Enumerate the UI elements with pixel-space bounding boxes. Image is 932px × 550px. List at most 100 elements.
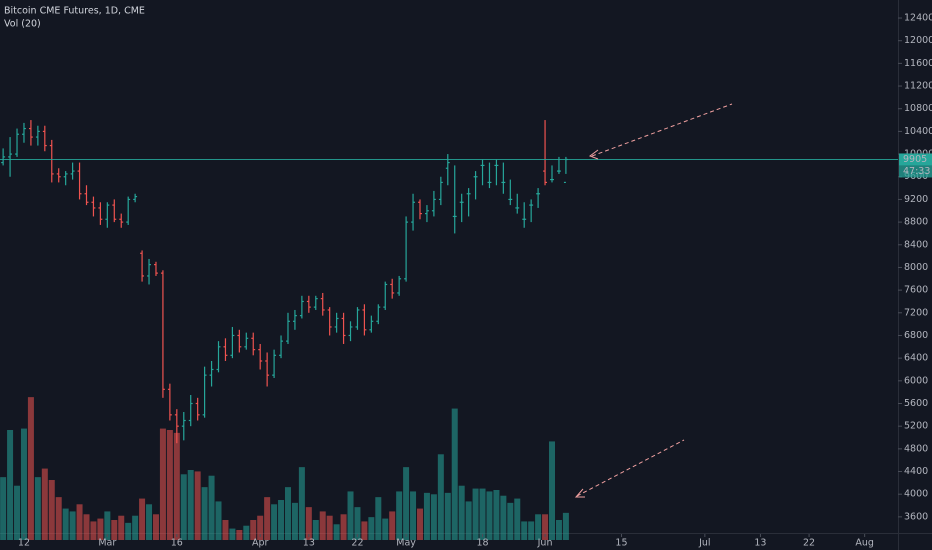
volume-bar bbox=[507, 502, 514, 540]
volume-bar bbox=[62, 508, 69, 540]
volume-bar bbox=[396, 491, 403, 540]
volume-bar bbox=[27, 397, 34, 540]
volume-bar bbox=[132, 515, 139, 540]
x-tick-label: 18 bbox=[476, 538, 488, 549]
y-tick-label: 9200 bbox=[904, 194, 928, 205]
y-tick-label: 8400 bbox=[904, 239, 928, 250]
volume-bar bbox=[514, 498, 521, 540]
volume-bar bbox=[250, 520, 257, 540]
last-price-box bbox=[899, 153, 932, 166]
x-tick-label: May bbox=[396, 538, 416, 549]
volume-bar bbox=[118, 515, 125, 540]
y-tick-label: 11600 bbox=[904, 58, 932, 69]
x-tick-label: 12 bbox=[18, 538, 30, 549]
volume-bar bbox=[48, 480, 55, 540]
y-tick-label: 11200 bbox=[904, 81, 932, 92]
volume-bar bbox=[215, 501, 222, 540]
volume-bar bbox=[173, 432, 180, 540]
volume-bar bbox=[7, 430, 14, 540]
chart-title: Bitcoin CME Futures, 1D, CME bbox=[4, 6, 145, 17]
volume-bar bbox=[416, 508, 423, 540]
volume-bar bbox=[83, 514, 90, 540]
volume-bar bbox=[312, 520, 319, 540]
volume-bar bbox=[14, 485, 21, 540]
y-tick-label: 7200 bbox=[904, 307, 928, 318]
y-tick-label: 5600 bbox=[904, 398, 928, 409]
volume-bar bbox=[479, 488, 486, 540]
volume-bar bbox=[458, 485, 465, 540]
x-tick-label: 13 bbox=[754, 538, 766, 549]
x-tick-label: Jun bbox=[537, 538, 553, 549]
volume-bar bbox=[152, 514, 159, 540]
volume-bar bbox=[500, 495, 507, 540]
volume-bar bbox=[354, 507, 361, 540]
volume-bar bbox=[243, 525, 250, 540]
volume-bar bbox=[555, 520, 562, 540]
volume-bar bbox=[542, 514, 549, 540]
y-tick-label: 4400 bbox=[904, 466, 928, 477]
y-tick-label: 3600 bbox=[904, 511, 928, 522]
volume-bar bbox=[340, 514, 347, 540]
volume-bar bbox=[465, 501, 472, 540]
arrow-head bbox=[588, 149, 599, 160]
volume-bar bbox=[535, 514, 542, 540]
y-tick-label: 8000 bbox=[904, 262, 928, 273]
y-tick-label: 10800 bbox=[904, 103, 932, 114]
volume-bar bbox=[486, 491, 493, 540]
volume-bar bbox=[201, 487, 208, 540]
volume-layer bbox=[0, 397, 569, 540]
volume-bar bbox=[97, 518, 104, 540]
volume-bar bbox=[410, 491, 417, 540]
volume-bar bbox=[284, 487, 291, 540]
volume-bar bbox=[305, 507, 312, 540]
volume-bar bbox=[111, 520, 118, 540]
volume-bar bbox=[180, 474, 187, 540]
x-tick-label: Apr bbox=[252, 538, 269, 549]
volume-bar bbox=[159, 428, 166, 540]
countdown-box bbox=[899, 165, 932, 178]
y-tick-label: 6000 bbox=[904, 375, 928, 386]
axis-layer: 3600 4000 4400 4800 5200 5600 6000 6400 6800 7200… bbox=[18, 13, 932, 549]
volume-bar bbox=[382, 518, 389, 540]
volume-bar bbox=[562, 512, 569, 540]
x-tick-label: 15 bbox=[615, 538, 627, 549]
x-tick-label: 22 bbox=[803, 538, 815, 549]
volume-bar bbox=[493, 490, 500, 540]
countdown-label: 47:33 bbox=[903, 166, 930, 177]
volume-bar bbox=[125, 522, 132, 540]
volume-bar bbox=[229, 528, 236, 540]
x-tick-label: 16 bbox=[171, 538, 183, 549]
trend-annotation bbox=[591, 103, 733, 157]
y-tick-label: 4800 bbox=[904, 443, 928, 454]
volume-bar bbox=[319, 511, 326, 540]
volume-bar bbox=[76, 504, 83, 540]
y-tick-label: 6800 bbox=[904, 330, 928, 341]
y-tick-label: 4000 bbox=[904, 489, 928, 500]
volume-bar bbox=[375, 497, 382, 540]
volume-bar bbox=[389, 511, 396, 540]
volume-bar bbox=[271, 504, 278, 540]
x-tick-label: Jul bbox=[698, 538, 710, 549]
volume-bar bbox=[55, 497, 62, 540]
volume-bar bbox=[403, 467, 410, 540]
y-tick-label: 7600 bbox=[904, 285, 928, 296]
volume-bar bbox=[423, 492, 430, 540]
volume-bar bbox=[146, 504, 153, 540]
volume-bar bbox=[41, 468, 48, 540]
volume-bar bbox=[0, 477, 7, 540]
volume-bar bbox=[444, 492, 451, 540]
trend-annotation bbox=[576, 439, 685, 497]
volume-bar bbox=[90, 521, 97, 540]
arrow-head bbox=[574, 488, 585, 498]
volume-bar bbox=[34, 477, 41, 540]
price-layer bbox=[0, 120, 898, 444]
volume-bar bbox=[139, 498, 146, 540]
volume-bar bbox=[430, 494, 437, 540]
volume-bar bbox=[208, 475, 215, 540]
volume-bar bbox=[451, 408, 458, 540]
volume-bar bbox=[194, 471, 201, 540]
volume-bar bbox=[521, 521, 528, 540]
volume-bar bbox=[437, 454, 444, 540]
y-tick-label: 6400 bbox=[904, 353, 928, 364]
volume-bar bbox=[69, 511, 76, 540]
